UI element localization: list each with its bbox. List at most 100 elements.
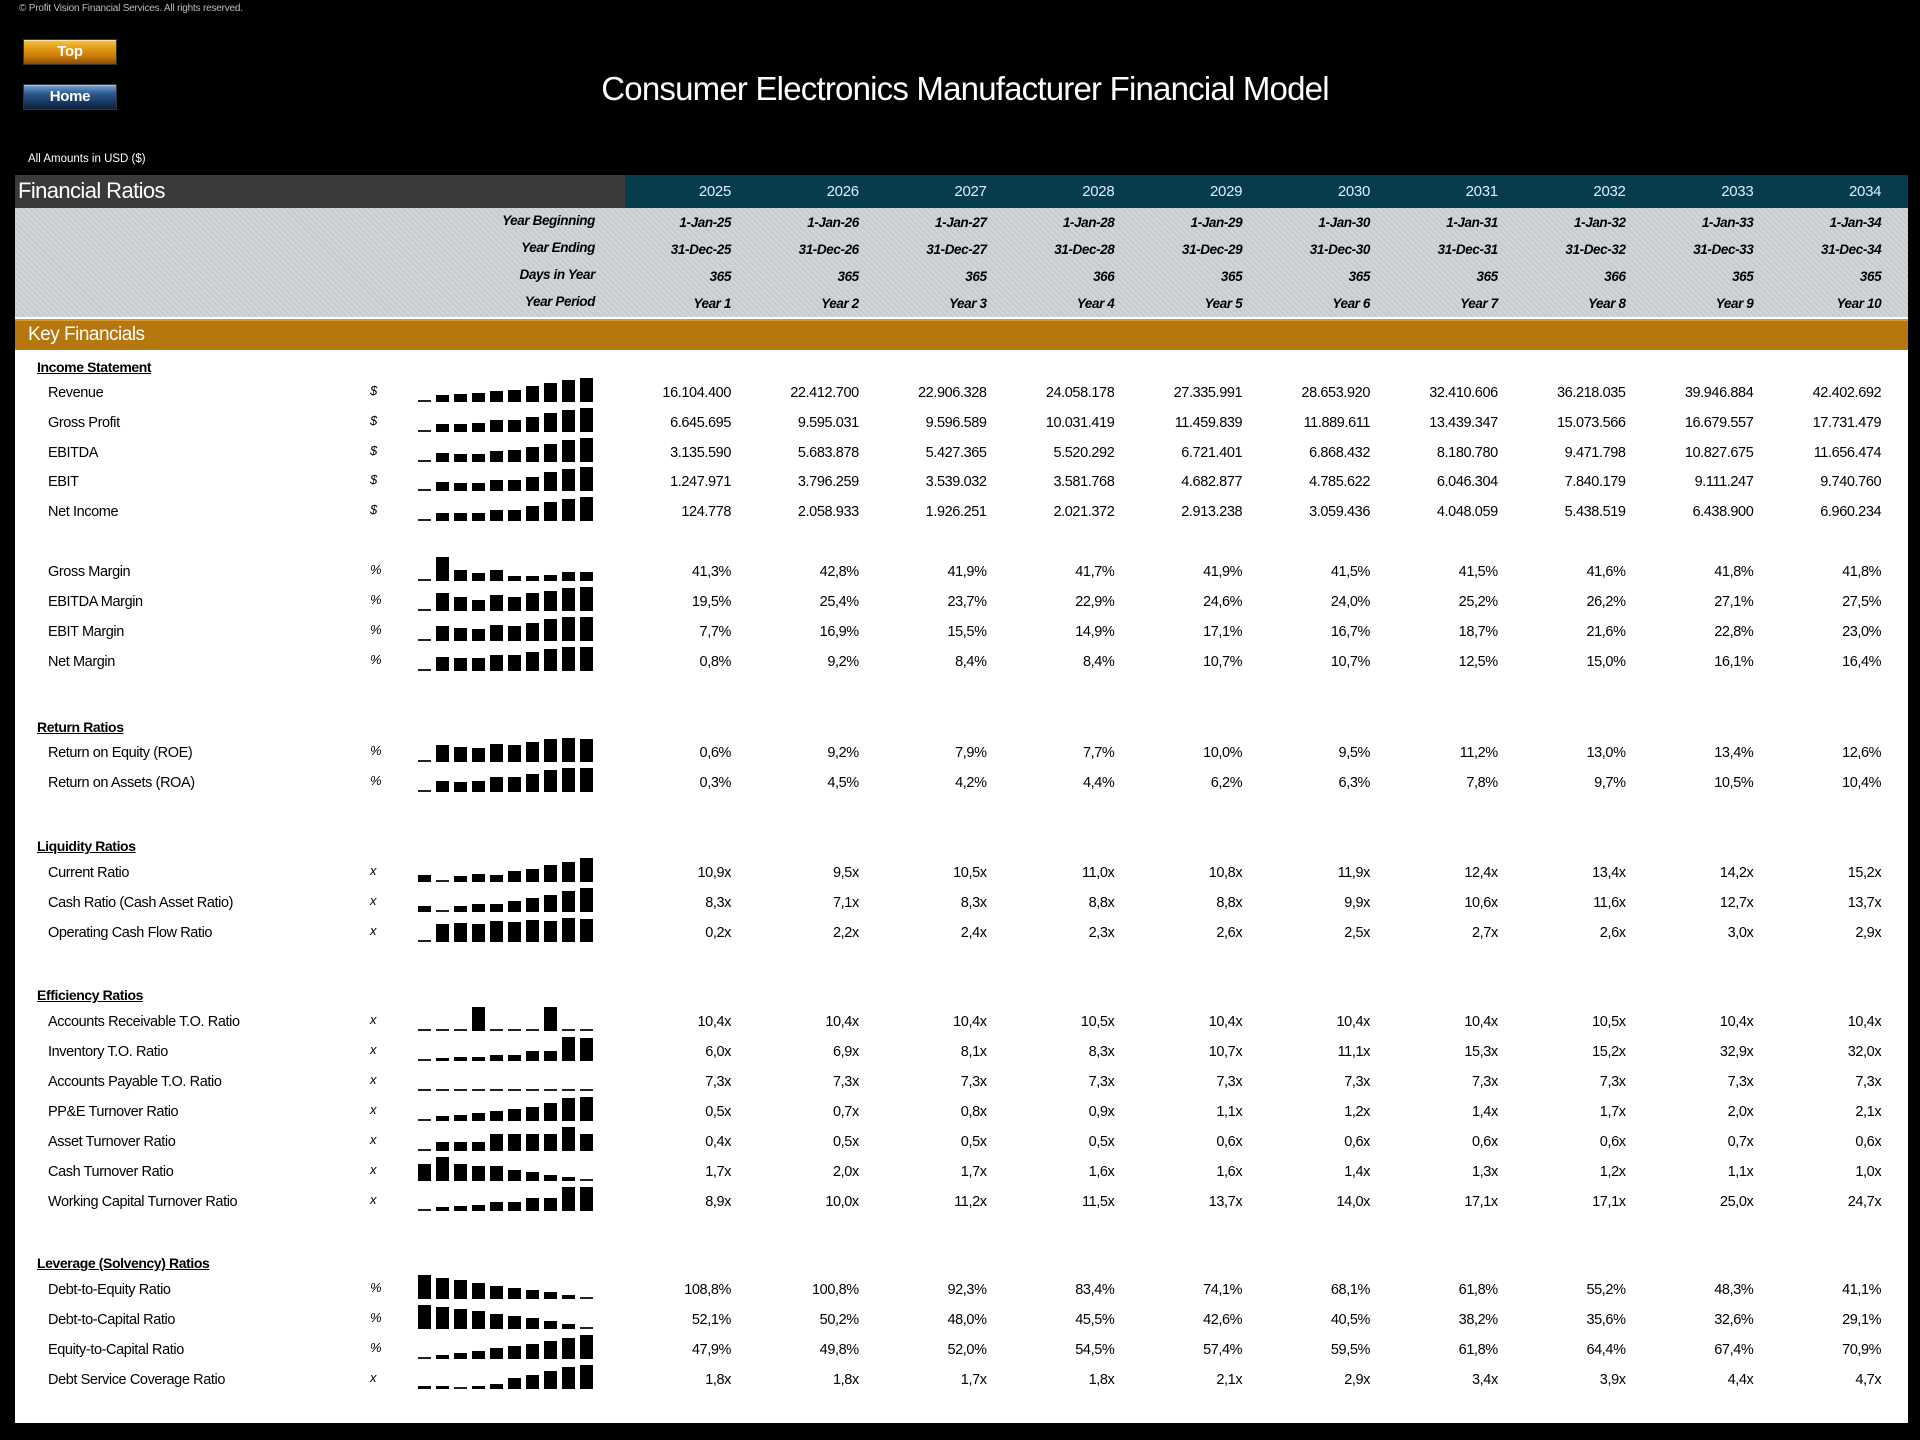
cell-ebit-margin: 15,5% (947, 624, 987, 640)
sparkline-working-capital-turnover-ratio (418, 1187, 598, 1211)
cell-accounts-payable-t-o-ratio: 7,3x (1088, 1074, 1115, 1090)
sparkline-bar (490, 480, 503, 491)
cell-working-capital-turnover-ratio: 17,1x (1592, 1194, 1626, 1210)
sparkline-bar (562, 1338, 575, 1359)
sparkline-bar (508, 1029, 521, 1031)
sparkline-bar (580, 1097, 593, 1121)
sparkline-bar (454, 483, 467, 491)
cell-working-capital-turnover-ratio: 14,0x (1336, 1194, 1371, 1210)
sparkline-bar (418, 1386, 431, 1389)
home-button[interactable]: Home (23, 84, 117, 110)
year-ending-value: 31-Dec-33 (1693, 242, 1754, 257)
sparkline-bar (472, 1089, 485, 1091)
cell-operating-cash-flow-ratio: 2,4x (960, 925, 987, 941)
sparkline-bar (436, 880, 449, 882)
sparkline-bar (526, 742, 539, 762)
cell-debt-to-equity-ratio: 83,4% (1075, 1282, 1115, 1298)
cell-revenue: 22.906.328 (918, 385, 987, 401)
sparkline-equity-to-capital-ratio (418, 1335, 598, 1359)
sparkline-bar (526, 1290, 539, 1299)
sparkline-bar (580, 647, 593, 671)
sparkline-bar (562, 1089, 575, 1091)
sparkline-bar (562, 1177, 575, 1181)
cell-working-capital-turnover-ratio: 11,5x (1081, 1194, 1115, 1210)
sparkline-bar (418, 1089, 431, 1091)
sparkline-bar (508, 576, 521, 581)
sparkline-bar (418, 489, 431, 491)
cell-pp-e-turnover-ratio: 0,5x (705, 1104, 731, 1120)
sparkline-bar (418, 1275, 431, 1299)
group-heading-leverage-solvency-ratios: Leverage (Solvency) Ratios (37, 1255, 210, 1271)
days-in-year-label: Days in Year (519, 267, 595, 282)
sparkline-ebitda (418, 438, 598, 462)
sparkline-bar (544, 1051, 557, 1061)
cell-inventory-t-o-ratio: 8,3x (1088, 1044, 1115, 1060)
year-ending-value: 31-Dec-27 (926, 242, 987, 257)
sparkline-bar (490, 777, 503, 792)
cell-cash-turnover-ratio: 1,4x (1344, 1164, 1370, 1180)
cell-debt-to-capital-ratio: 42,6% (1203, 1312, 1243, 1328)
sparkline-bar (472, 573, 485, 581)
cell-accounts-receivable-t-o-ratio: 10,4x (1847, 1014, 1882, 1030)
sparkline-bar (526, 1134, 539, 1151)
unit-symbol: x (370, 1102, 377, 1117)
cell-current-ratio: 12,4x (1464, 865, 1498, 881)
cell-current-ratio: 14,2x (1719, 865, 1754, 881)
cell-accounts-receivable-t-o-ratio: 10,4x (697, 1014, 732, 1030)
cell-pp-e-turnover-ratio: 2,1x (1855, 1104, 1882, 1120)
cell-net-margin: 16,1% (1714, 654, 1754, 670)
sparkline-bar (544, 649, 557, 671)
sparkline-bar (418, 1209, 431, 1211)
cell-return-on-assets-roa: 10,5% (1714, 775, 1754, 791)
days-in-year-value: 365 (965, 269, 987, 284)
row-label-debt-service-coverage-ratio: Debt Service Coverage Ratio (48, 1372, 225, 1388)
year-beginning-value: 1-Jan-27 (935, 215, 987, 230)
cell-ebit-margin: 22,8% (1714, 624, 1754, 640)
sparkline-bar (472, 1007, 485, 1031)
cell-ebit-margin: 21,6% (1586, 624, 1626, 640)
sparkline-accounts-receivable-t-o-ratio (418, 1007, 598, 1031)
sparkline-net-income (418, 497, 598, 521)
year-column-header: 2032 (1593, 183, 1626, 200)
cell-debt-to-equity-ratio: 100,8% (812, 1282, 859, 1298)
sparkline-bar (562, 380, 575, 402)
sparkline-bar (526, 593, 539, 611)
sparkline-bar (562, 647, 575, 671)
sparkline-bar (508, 1378, 521, 1389)
sparkline-bar (436, 781, 449, 792)
cell-ebitda-margin: 27,1% (1714, 594, 1754, 610)
sparkline-bar (580, 1327, 593, 1329)
sparkline-bar (454, 782, 467, 792)
top-button[interactable]: Top (23, 39, 117, 65)
cell-cash-ratio-cash-asset-ratio: 8,3x (960, 895, 987, 911)
cell-working-capital-turnover-ratio: 13,7x (1208, 1194, 1243, 1210)
cell-debt-service-coverage-ratio: 1,8x (1088, 1372, 1115, 1388)
cell-working-capital-turnover-ratio: 11,2x (954, 1194, 987, 1210)
cell-working-capital-turnover-ratio: 8,9x (705, 1194, 731, 1210)
sparkline-bar (562, 588, 575, 611)
sparkline-inventory-t-o-ratio (418, 1037, 598, 1061)
sparkline-bar (418, 790, 431, 792)
cell-accounts-payable-t-o-ratio: 7,3x (1599, 1074, 1626, 1090)
cell-cash-ratio-cash-asset-ratio: 11,6x (1593, 895, 1626, 911)
sparkline-bar (490, 1166, 503, 1181)
cell-asset-turnover-ratio: 0,5x (832, 1134, 859, 1150)
cell-accounts-receivable-t-o-ratio: 10,4x (1208, 1014, 1243, 1030)
sparkline-bar (436, 453, 449, 462)
sparkline-bar (508, 420, 521, 432)
days-in-year-value: 365 (1859, 269, 1882, 284)
timeline-meta-band: Year Beginning 1-Jan-25 1-Jan-26 1-Jan-27 1-… (15, 208, 1908, 317)
sparkline-bar (526, 920, 539, 942)
cell-net-income: 1.926.251 (925, 504, 987, 520)
cell-ebitda: 5.520.292 (1053, 445, 1115, 461)
cell-inventory-t-o-ratio: 6,9x (832, 1044, 859, 1060)
sparkline-bar (472, 1142, 485, 1151)
sparkline-bar (508, 1055, 521, 1061)
sparkline-bar (544, 472, 557, 491)
cell-asset-turnover-ratio: 0,6x (1855, 1134, 1882, 1150)
sparkline-bar (418, 760, 431, 762)
cell-asset-turnover-ratio: 0,6x (1599, 1134, 1626, 1150)
sparkline-bar (580, 467, 593, 491)
unit-symbol: $ (370, 472, 378, 487)
cell-asset-turnover-ratio: 0,5x (960, 1134, 987, 1150)
